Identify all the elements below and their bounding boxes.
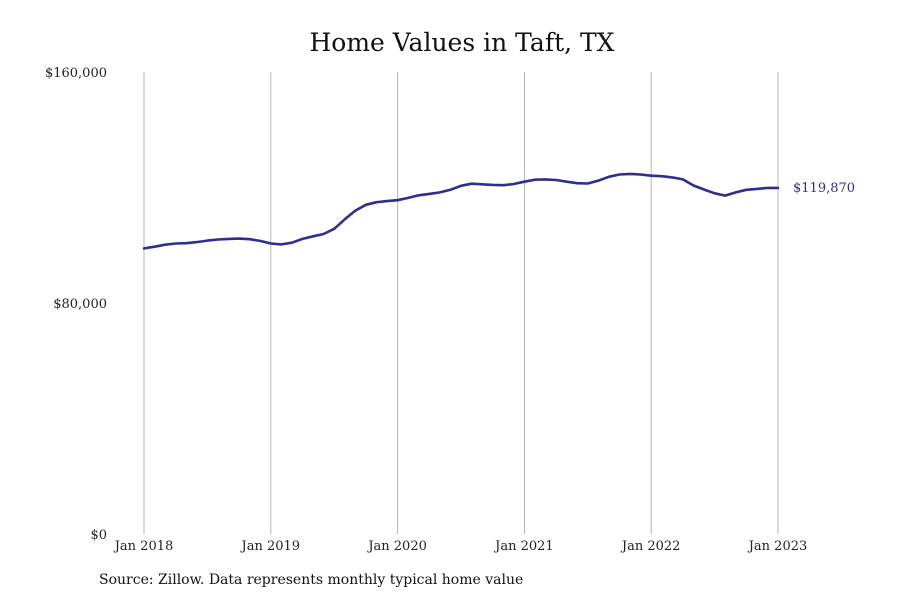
x-tick-label: Jan 2021 — [493, 539, 554, 554]
y-tick-label: $160,000 — [45, 66, 107, 81]
chart-title: Home Values in Taft, TX — [309, 28, 615, 57]
end-value-label: $119,870 — [793, 181, 855, 196]
x-tick-label: Jan 2018 — [113, 539, 174, 554]
vertical-gridlines — [143, 72, 779, 534]
y-tick-label: $0 — [90, 528, 107, 543]
line-chart: $0$80,000$160,000 Jan 2018 Jan 2019 Jan 20… — [45, 66, 855, 554]
source-note: Source: Zillow. Data represents monthly … — [99, 572, 524, 588]
x-tick-label: Jan 2023 — [747, 539, 808, 554]
home-value-line — [142, 172, 780, 250]
y-axis-tick-labels: $0 $80,000 $160,000 — [45, 66, 107, 543]
x-tick-label: Jan 2019 — [240, 539, 301, 554]
x-axis-tick-labels: Jan 2018 Jan 2019 Jan 2020 Jan 2021 Jan 2022… — [113, 539, 808, 554]
x-tick-label: Jan 2022 — [620, 539, 681, 554]
x-tick-label: Jan 2020 — [366, 539, 427, 554]
y-tick-label: $80,000 — [53, 297, 107, 312]
